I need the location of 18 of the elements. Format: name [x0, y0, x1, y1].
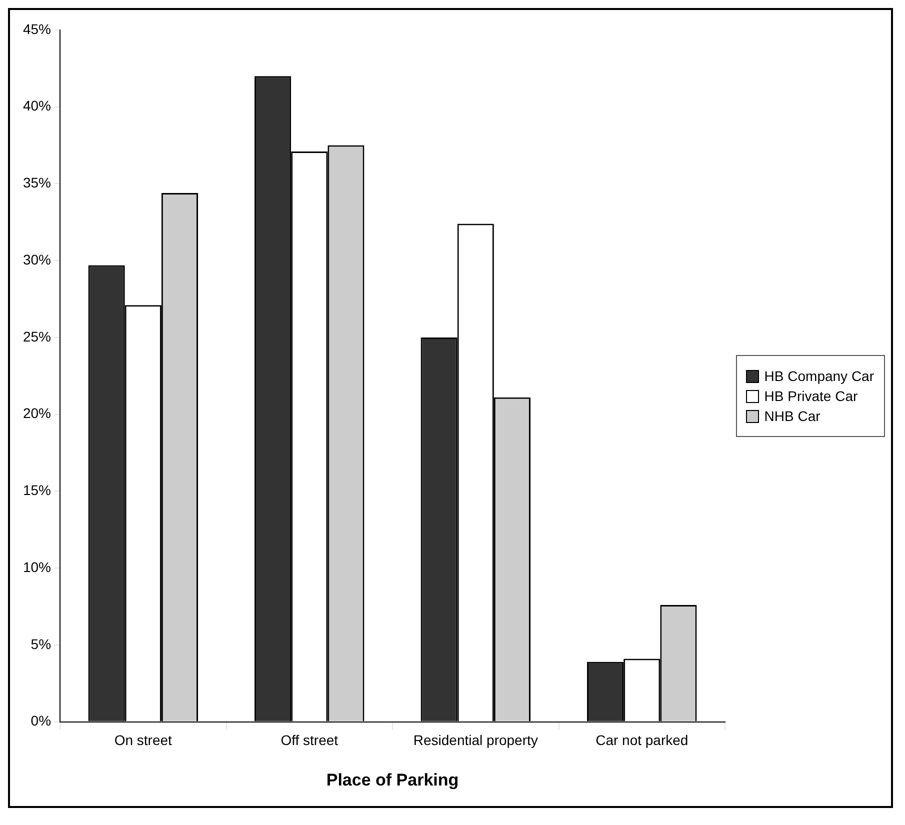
x-tick-label: Car not parked [596, 732, 688, 748]
y-tick-label: 45% [22, 20, 52, 37]
y-tick-label: 20% [22, 405, 52, 422]
legend-label: HB Company Car [764, 368, 874, 384]
legend-label: NHB Car [764, 408, 820, 424]
x-axis-title: Place of Parking [326, 770, 459, 790]
y-tick-label: 35% [22, 174, 52, 191]
y-tick-label: 40% [22, 98, 52, 114]
x-tick-label: On street [114, 732, 172, 748]
y-tick-label: 30% [22, 251, 52, 268]
y-tick-label: 10% [22, 558, 52, 575]
x-tick-label: Off street [280, 732, 338, 748]
x-tick-label: Residential property [413, 732, 538, 748]
y-tick-label: 5% [30, 636, 52, 652]
legend-label: HB Private Car [764, 388, 858, 404]
y-tick-label: 0% [30, 712, 52, 729]
y-tick-label: 15% [22, 482, 52, 498]
y-tick-label: 25% [22, 328, 52, 344]
